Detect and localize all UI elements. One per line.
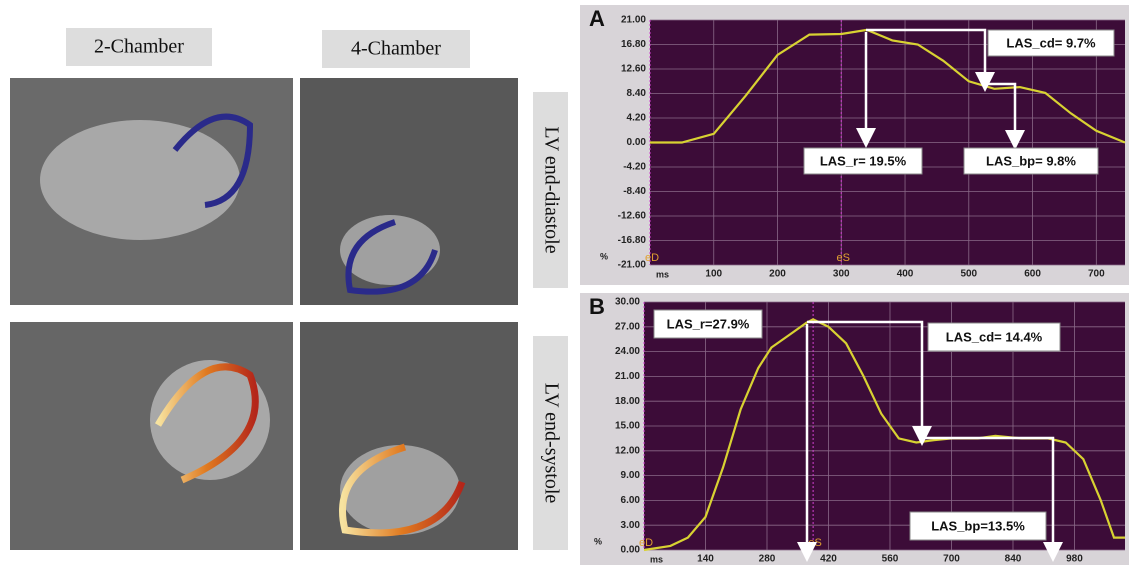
y-tick-label: 12.60: [621, 64, 646, 75]
y-tick-label: 30.00: [615, 297, 640, 308]
x-tick-label: 140: [697, 554, 714, 565]
panel-label: B: [589, 294, 605, 319]
x-tick-label: 700: [1088, 269, 1105, 280]
y-tick-label: 21.00: [621, 15, 646, 26]
event-label: eD: [645, 252, 659, 264]
y-tick-label: 4.20: [627, 113, 647, 124]
event-label: eS: [808, 537, 821, 549]
annotation: LAS_bp= 9.8%: [986, 153, 1076, 168]
y-tick-label: -16.80: [618, 235, 647, 246]
y-tick-label: -4.20: [623, 162, 646, 173]
y-tick-label: 12.00: [615, 445, 640, 456]
y-axis-label: %: [594, 536, 602, 546]
x-tick-label: 400: [897, 269, 914, 280]
x-axis-label: ms: [656, 269, 669, 279]
event-label: eS: [837, 252, 850, 264]
x-tick-label: 500: [960, 269, 977, 280]
annotation: LAS_bp=13.5%: [931, 518, 1025, 533]
figure: 2-Chamber 4-Chamber LV end-diastole LV e…: [0, 0, 1129, 565]
y-tick-label: 0.00: [621, 545, 641, 556]
x-tick-label: 600: [1024, 269, 1041, 280]
y-tick-label: 24.00: [615, 346, 640, 357]
y-tick-label: 3.00: [621, 520, 641, 531]
x-tick-label: 420: [820, 554, 837, 565]
panel-label: A: [589, 6, 605, 31]
view-label: 4-Chamber: [351, 38, 441, 60]
phase-label: LV end-diastole: [540, 126, 562, 253]
x-tick-label: 560: [882, 554, 899, 565]
annotation: LAS_r= 19.5%: [820, 153, 907, 168]
x-axis-label: ms: [650, 554, 663, 564]
y-tick-label: 6.00: [621, 495, 641, 506]
event-label: eD: [639, 537, 653, 549]
y-tick-label: -21.00: [618, 260, 647, 271]
y-tick-label: 15.00: [615, 421, 640, 432]
y-tick-label: 9.00: [621, 470, 641, 481]
annotation: LAS_r=27.9%: [667, 316, 750, 331]
mri-structure: [40, 120, 240, 240]
y-tick-label: -12.60: [618, 211, 647, 222]
y-tick-label: 0.00: [627, 137, 647, 148]
y-tick-label: 18.00: [615, 396, 640, 407]
annotation: LAS_cd= 14.4%: [946, 329, 1043, 344]
x-tick-label: 300: [833, 269, 850, 280]
y-axis-label: %: [600, 251, 608, 261]
y-tick-label: 21.00: [615, 371, 640, 382]
y-tick-label: 16.80: [621, 39, 646, 50]
annotation: LAS_cd= 9.7%: [1006, 35, 1096, 50]
y-tick-label: 8.40: [627, 88, 647, 99]
x-tick-label: 700: [943, 554, 960, 565]
mri-structure: [340, 445, 460, 535]
phase-label: LV end-systole: [540, 383, 562, 504]
x-tick-label: 100: [705, 269, 722, 280]
view-label: 2-Chamber: [94, 36, 184, 58]
x-tick-label: 280: [759, 554, 776, 565]
x-tick-label: 840: [1005, 554, 1022, 565]
x-tick-label: 980: [1066, 554, 1083, 565]
y-tick-label: 27.00: [615, 321, 640, 332]
y-tick-label: -8.40: [623, 186, 646, 197]
x-tick-label: 200: [769, 269, 786, 280]
